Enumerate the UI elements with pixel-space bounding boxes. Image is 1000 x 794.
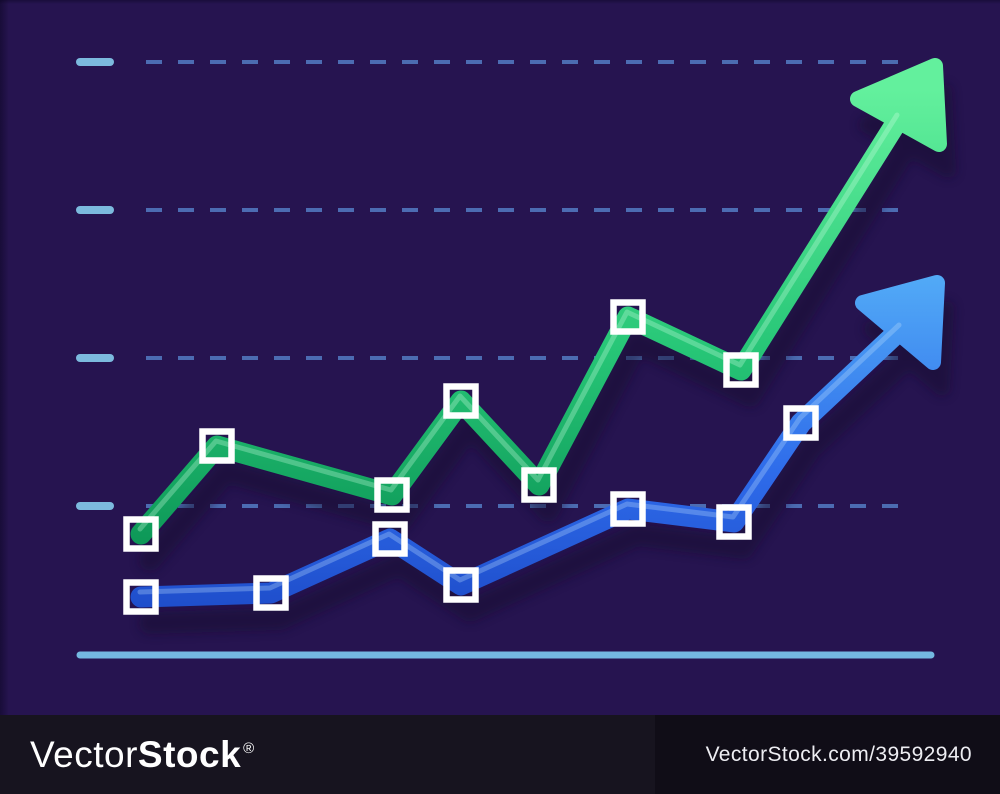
- point-marker: [783, 405, 819, 441]
- credit-url-text: VectorStock.com/39592940: [705, 742, 972, 766]
- point-marker: [723, 352, 759, 388]
- green-trend-line: [130, 58, 947, 545]
- logo-text-regular: Vector: [30, 734, 138, 775]
- point-marker: [521, 467, 557, 503]
- point-marker: [253, 575, 289, 611]
- point-marker: [374, 477, 410, 513]
- point-marker: [716, 504, 752, 540]
- green-trend-markers: [123, 299, 759, 552]
- point-marker: [443, 567, 479, 603]
- blue-trend-arrowhead-icon: [855, 275, 945, 370]
- point-marker: [123, 579, 159, 615]
- point-marker: [123, 516, 159, 552]
- logo-text-bold: Stock: [137, 734, 242, 775]
- point-marker: [372, 521, 408, 557]
- green-trend-shadow: [139, 84, 956, 571]
- credit-box: VectorStock.com/39592940: [655, 715, 1000, 794]
- gridlines: [76, 58, 900, 510]
- vectorstock-logo: VectorStock ®: [30, 736, 255, 773]
- point-marker: [443, 383, 479, 419]
- green-trend-arrowhead-icon: [850, 58, 947, 152]
- blue-trend-markers: [123, 405, 819, 615]
- point-marker: [610, 491, 646, 527]
- registered-mark: ®: [243, 740, 255, 757]
- point-marker: [199, 428, 235, 464]
- watermark-bar: VectorStock ® VectorStock.com/39592940: [0, 715, 1000, 794]
- point-marker: [610, 299, 646, 335]
